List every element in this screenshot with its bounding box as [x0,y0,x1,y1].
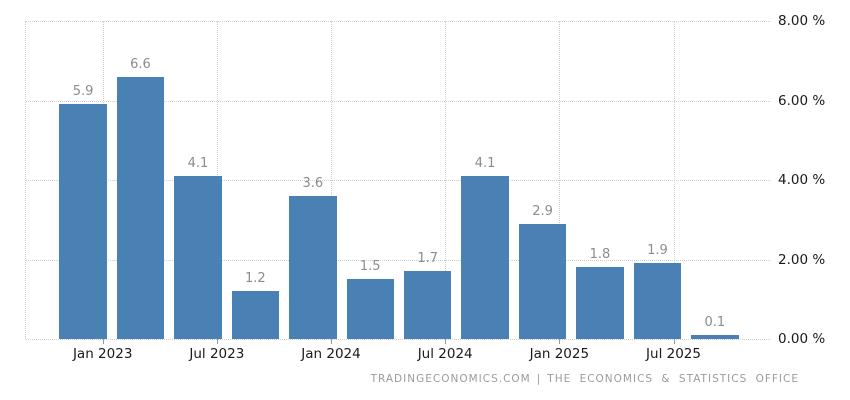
y-gridline [26,100,771,102]
x-axis-tick [331,339,333,344]
y-gridline [26,339,771,340]
x-axis-tick [216,339,218,344]
data-bar-value-label: 6.6 [130,56,151,72]
data-bar [633,263,682,339]
y-axis-tick-label: 8.00 % [778,13,826,29]
data-bar-value-label: 1.8 [589,247,611,263]
data-bar [116,76,165,339]
data-bar [174,176,222,339]
data-bar-value-label: 2.9 [532,203,553,219]
chart-source-footer: TRADINGECONOMICS.COM | THE ECONOMICS & STA… [371,373,799,385]
y-gridline [26,259,771,261]
source-separator: | [536,373,542,385]
data-bar-value-label: 1.9 [647,243,668,259]
data-bar [346,279,394,339]
y-axis-tick-label: 2.00 % [778,251,826,268]
data-bar [59,104,107,339]
x-axis-tick-label: Jul 2023 [189,346,245,362]
y-axis-tick-label: 0.00 % [778,331,826,347]
data-bar-value-label: 5.9 [72,84,94,100]
data-bar [691,335,739,339]
x-axis-tick [102,339,104,344]
x-axis-tick-label: Jan 2024 [301,346,361,362]
data-bar [518,223,567,339]
data-bar [231,291,280,339]
x-axis-tick-label: Jul 2025 [646,346,701,362]
data-bar-value-label: 1.2 [245,271,266,287]
data-bar-value-label: 4.1 [474,156,496,172]
x-axis-tick-label: Jul 2024 [417,346,473,362]
data-bar [461,176,509,339]
x-gridline [445,21,447,339]
data-bar [289,195,337,339]
data-bar-value-label: 0.1 [704,315,726,331]
x-gridline [559,21,561,339]
x-axis-tick-label: Jan 2023 [72,346,133,362]
data-bar-value-label: 3.6 [302,175,324,191]
source-statistics-office: THE ECONOMICS & STATISTICS OFFICE [547,373,799,385]
data-bar [403,271,452,339]
y-gridline [26,21,771,22]
data-bar-value-label: 1.7 [417,251,439,267]
source-tradingeconomics: TRADINGECONOMICS.COM [370,373,531,385]
y-axis-tick-label: 4.00 % [778,172,826,188]
data-bar [576,267,624,339]
x-gridline [673,21,675,339]
y-gridline [26,180,771,181]
x-axis-tick-label: Jan 2025 [529,346,590,362]
plot-area: 8.00 % 6.00 % 4.00 % 2.00 % 0.00 % Jan 2023 Ju… [25,13,825,362]
x-gridline [331,21,333,339]
data-bar-value-label: 1.5 [359,259,381,275]
x-axis-tick [559,339,561,344]
x-axis-tick [445,339,447,344]
x-axis-tick [673,339,675,344]
y-axis-tick-label: 6.00 % [778,92,826,109]
data-bar-value-label: 4.1 [187,156,209,172]
